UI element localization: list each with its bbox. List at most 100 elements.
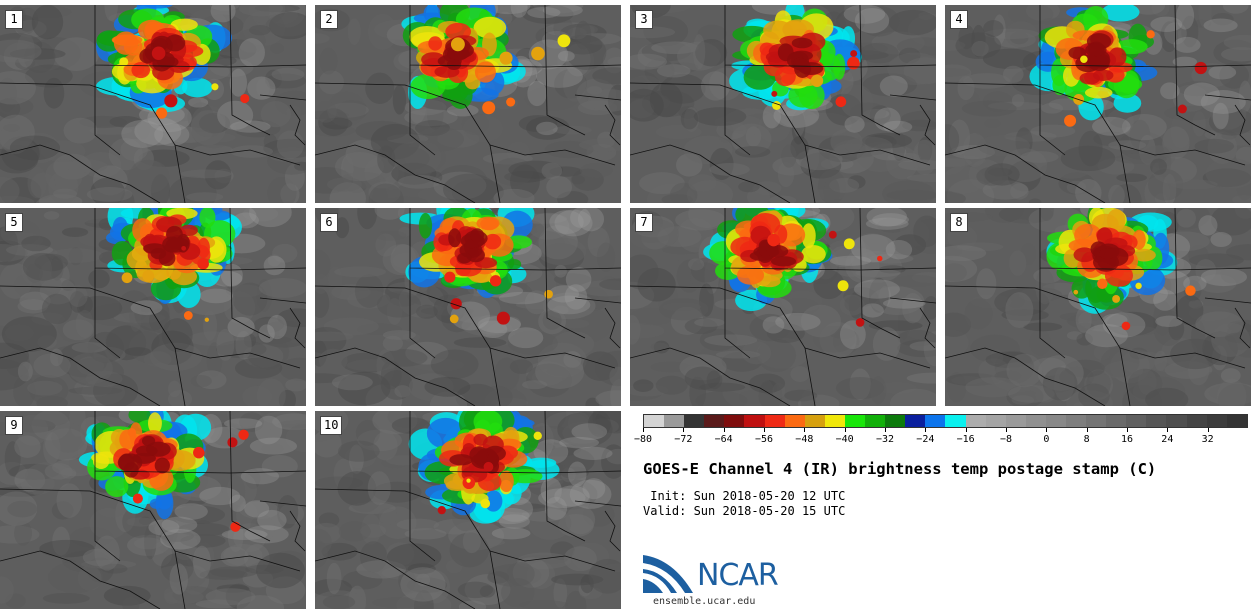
logo-text: NCAR: [697, 558, 779, 593]
colorbar-tick: −80: [633, 434, 653, 445]
colorbar: −80 −72 −64 −56 −48 −40 −32 −24 −16 −8 0…: [634, 414, 1248, 448]
colorbar-tick: 16: [1120, 434, 1134, 445]
colorbar-swatch: [784, 415, 805, 427]
colorbar-swatch: [664, 415, 685, 427]
ncar-swoosh-icon: [643, 555, 693, 593]
ensemble-member-panel[interactable]: 9: [0, 411, 306, 609]
member-label: 8: [950, 213, 968, 232]
colorbar-swatch: [1005, 415, 1026, 427]
colorbar-tick-mark: [885, 428, 886, 432]
ensemble-member-panel[interactable]: 7: [630, 208, 936, 406]
colorbar-swatch: [1166, 415, 1187, 427]
colorbar-swatch: [905, 415, 926, 427]
colorbar-swatch: [1146, 415, 1167, 427]
colorbar-tick: −24: [916, 434, 935, 445]
ensemble-member-panel[interactable]: 5: [0, 208, 306, 406]
colorbar-tick-mark: [1167, 428, 1169, 432]
colorbar-swatch: [1186, 415, 1207, 427]
colorbar-swatch: [764, 415, 785, 427]
colorbar-tick-mark: [1046, 428, 1048, 432]
colorbar-tick-mark: [844, 428, 846, 432]
ensemble-member-panel[interactable]: 8: [945, 208, 1251, 406]
colorbar-tick: 0: [1043, 434, 1050, 445]
figure-title: GOES-E Channel 4 (IR) brightness temp po…: [643, 460, 1157, 478]
ir-map: [0, 5, 306, 203]
member-label: 10: [320, 416, 343, 435]
colorbar-tick-mark: [683, 428, 685, 432]
valid-time: Valid: Sun 2018-05-20 15 UTC: [643, 504, 846, 518]
colorbar-ticks: −80 −72 −64 −56 −48 −40 −32 −24 −16 −8 0…: [634, 428, 1248, 448]
colorbar-tick: −32: [875, 434, 895, 445]
ir-map: [945, 208, 1251, 406]
colorbar-tick: −56: [754, 434, 774, 445]
colorbar-tick: −16: [956, 434, 975, 445]
colorbar-swatch: [824, 415, 845, 427]
ir-map: [630, 208, 936, 406]
colorbar-tick: −72: [674, 434, 693, 445]
ensemble-member-panel[interactable]: 10: [315, 411, 621, 609]
colorbar-swatch: [1045, 415, 1066, 427]
ir-map: [315, 5, 621, 203]
colorbar-swatch: [1126, 415, 1147, 427]
init-time: Init: Sun 2018-05-20 12 UTC: [643, 489, 846, 503]
member-label: 2: [320, 10, 338, 29]
colorbar-tick-mark: [764, 428, 765, 432]
ir-map: [315, 208, 621, 406]
colorbar-tick: 32: [1201, 434, 1214, 445]
member-label: 5: [5, 213, 23, 232]
colorbar-tick-mark: [1086, 428, 1088, 432]
ir-map: [0, 208, 306, 406]
member-label: 1: [5, 10, 23, 29]
member-label: 4: [950, 10, 968, 29]
colorbar-swatch: [965, 415, 986, 427]
ir-map: [945, 5, 1251, 203]
colorbar-tick-mark: [965, 428, 967, 432]
colorbar-swatch: [945, 415, 966, 427]
colorbar-tick-mark: [804, 428, 806, 432]
colorbar-tick-mark: [925, 428, 927, 432]
colorbar-swatch: [744, 415, 765, 427]
member-label: 9: [5, 416, 23, 435]
ir-map: [0, 411, 306, 609]
ensemble-member-panel[interactable]: 3: [630, 5, 936, 203]
colorbar-swatch: [1106, 415, 1127, 427]
member-label: 3: [635, 10, 653, 29]
ncar-logo[interactable]: NCAR ensemble.ucar.edu: [643, 553, 793, 607]
colorbar-tick: 8: [1083, 434, 1090, 445]
colorbar-swatches: [643, 414, 1248, 428]
ensemble-member-panel[interactable]: 1: [0, 5, 306, 203]
colorbar-tick-mark: [723, 428, 725, 432]
ensemble-member-panel[interactable]: 4: [945, 5, 1251, 203]
colorbar-swatch: [1086, 415, 1107, 427]
colorbar-swatch: [925, 415, 946, 427]
colorbar-swatch: [885, 415, 906, 427]
colorbar-tick: −8: [999, 434, 1013, 445]
colorbar-swatch: [804, 415, 825, 427]
ir-map: [315, 411, 621, 609]
colorbar-tick: 24: [1161, 434, 1174, 445]
colorbar-swatch: [1226, 415, 1247, 427]
colorbar-tick: −40: [835, 434, 854, 445]
colorbar-swatch: [644, 415, 665, 427]
ensemble-member-panel[interactable]: 2: [315, 5, 621, 203]
colorbar-tick-mark: [1006, 428, 1007, 432]
colorbar-swatch: [684, 415, 705, 427]
member-label: 7: [635, 213, 653, 232]
colorbar-swatch: [704, 415, 725, 427]
colorbar-tick-mark: [643, 428, 644, 432]
colorbar-swatch: [1206, 415, 1227, 427]
ir-map: [630, 5, 936, 203]
colorbar-tick-mark: [1207, 428, 1209, 432]
colorbar-swatch: [865, 415, 886, 427]
colorbar-tick: −48: [795, 434, 814, 445]
member-label: 6: [320, 213, 338, 232]
ensemble-member-panel[interactable]: 6: [315, 208, 621, 406]
colorbar-swatch: [1065, 415, 1087, 427]
colorbar-swatch: [1025, 415, 1046, 427]
colorbar-swatch: [724, 415, 745, 427]
logo-url: ensemble.ucar.edu: [653, 596, 756, 607]
colorbar-tick-mark: [1127, 428, 1128, 432]
colorbar-swatch: [985, 415, 1006, 427]
colorbar-tick: −64: [714, 434, 733, 445]
colorbar-swatch: [844, 415, 866, 427]
